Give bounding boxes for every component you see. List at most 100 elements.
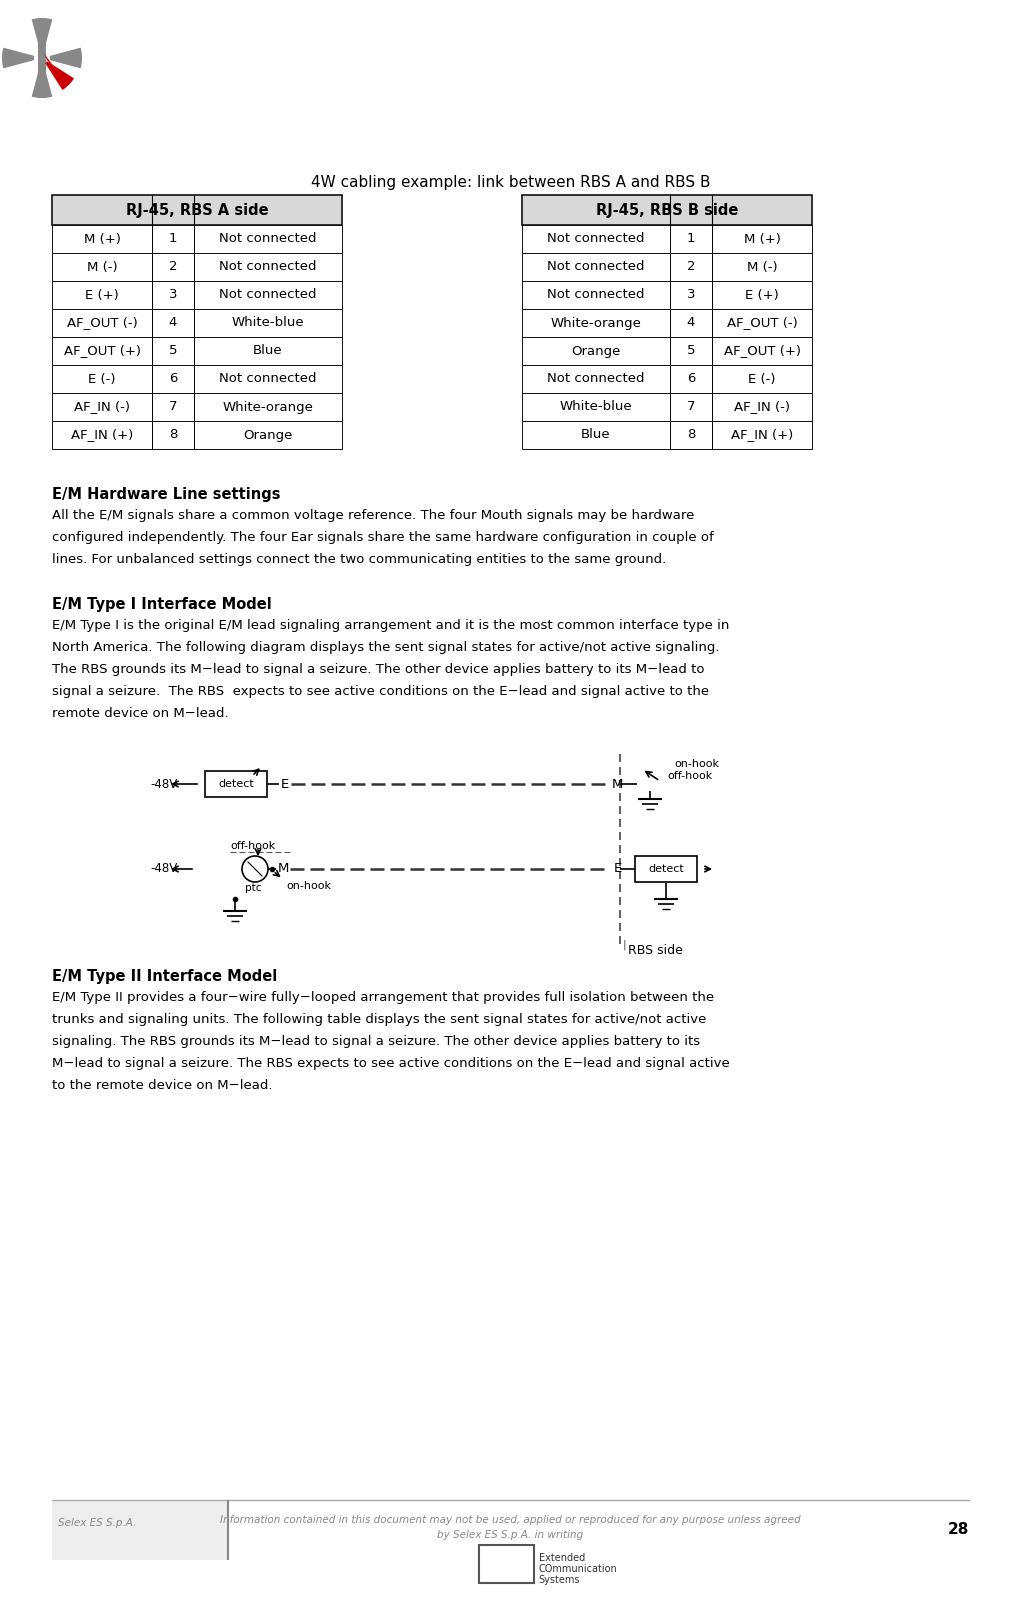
Text: AF_IN (-): AF_IN (-) <box>734 401 790 414</box>
Bar <box>52 1500 227 1560</box>
Text: AF_OUT (+): AF_OUT (+) <box>724 345 800 357</box>
Bar <box>522 224 812 253</box>
Text: COmmunication: COmmunication <box>538 1565 618 1574</box>
Text: AF_OUT (-): AF_OUT (-) <box>727 316 797 330</box>
Text: ECOS: ECOS <box>479 1555 533 1573</box>
Text: Not connected: Not connected <box>220 289 317 301</box>
Text: E (-): E (-) <box>748 372 776 385</box>
Text: 7: 7 <box>687 401 695 414</box>
Text: E (+): E (+) <box>745 289 779 301</box>
Text: M: M <box>612 777 624 790</box>
Text: 5: 5 <box>168 345 178 357</box>
Bar <box>52 196 342 224</box>
Text: All the E/M signals share a common voltage reference. The four Mouth signals may: All the E/M signals share a common volta… <box>52 510 694 523</box>
Bar <box>522 422 812 449</box>
Text: trunks and signaling units. The following table displays the sent signal states : trunks and signaling units. The followin… <box>52 1013 707 1026</box>
Bar <box>52 281 342 309</box>
Text: E (+): E (+) <box>85 289 118 301</box>
Bar <box>52 337 342 365</box>
Bar <box>522 365 812 393</box>
Text: 5: 5 <box>687 345 695 357</box>
Text: -48V: -48V <box>150 862 178 875</box>
Text: 6: 6 <box>168 372 178 385</box>
Bar <box>52 224 342 253</box>
Text: 3: 3 <box>168 289 178 301</box>
Text: 8: 8 <box>168 428 178 441</box>
Text: detect: detect <box>648 864 684 874</box>
Text: AF_IN (+): AF_IN (+) <box>70 428 133 441</box>
Text: by Selex ES S.p.A. in writing: by Selex ES S.p.A. in writing <box>437 1529 584 1540</box>
Text: 1: 1 <box>168 232 178 245</box>
Text: White-orange: White-orange <box>550 316 641 330</box>
Text: M (-): M (-) <box>87 261 117 274</box>
Bar <box>205 771 268 797</box>
Text: M (+): M (+) <box>84 232 120 245</box>
Text: Information contained in this document may not be used, applied or reproduced fo: Information contained in this document m… <box>221 1515 800 1524</box>
Text: 2: 2 <box>687 261 695 274</box>
Bar <box>52 253 342 281</box>
Text: |: | <box>623 939 627 949</box>
Text: Orange: Orange <box>572 345 621 357</box>
Text: Not connected: Not connected <box>220 232 317 245</box>
Bar <box>522 309 812 337</box>
Text: RJ-45, RBS A side: RJ-45, RBS A side <box>126 202 269 218</box>
Text: 2: 2 <box>168 261 178 274</box>
Text: on-hook: on-hook <box>674 758 719 769</box>
Text: detect: detect <box>218 779 254 789</box>
Text: signal a seizure.  The RBS  expects to see active conditions on the E−lead and s: signal a seizure. The RBS expects to see… <box>52 684 710 697</box>
Text: E: E <box>614 862 622 875</box>
Polygon shape <box>32 18 52 50</box>
Text: White-orange: White-orange <box>223 401 313 414</box>
Text: North America. The following diagram displays the sent signal states for active/: North America. The following diagram dis… <box>52 641 720 654</box>
Text: lines. For unbalanced settings connect the two communicating entities to the sam: lines. For unbalanced settings connect t… <box>52 553 667 566</box>
Bar <box>52 365 342 393</box>
Bar <box>635 856 697 882</box>
Text: to the remote device on M−lead.: to the remote device on M−lead. <box>52 1079 273 1092</box>
Text: Blue: Blue <box>253 345 283 357</box>
Text: RJ-45, RBS B side: RJ-45, RBS B side <box>596 202 738 218</box>
Text: 4: 4 <box>168 316 178 330</box>
Text: configured independently. The four Ear signals share the same hardware configura: configured independently. The four Ear s… <box>52 531 714 543</box>
Text: E/M Type I is the original E/M lead signaling arrangement and it is the most com: E/M Type I is the original E/M lead sign… <box>52 619 729 632</box>
Text: -48V: -48V <box>150 777 178 790</box>
Text: White-blue: White-blue <box>232 316 304 330</box>
Text: 3: 3 <box>687 289 695 301</box>
Text: Not connected: Not connected <box>220 372 317 385</box>
Text: 4W cabling example: link between RBS A and RBS B: 4W cabling example: link between RBS A a… <box>310 175 711 191</box>
Text: Extended: Extended <box>538 1553 585 1563</box>
Text: signaling. The RBS grounds its M−lead to signal a seizure. The other device appl: signaling. The RBS grounds its M−lead to… <box>52 1036 700 1048</box>
Text: AF_IN (+): AF_IN (+) <box>731 428 793 441</box>
Polygon shape <box>50 48 82 69</box>
Text: 6: 6 <box>687 372 695 385</box>
Text: off-hook: off-hook <box>230 842 276 851</box>
Text: remote device on M−lead.: remote device on M−lead. <box>52 707 229 720</box>
Text: Not connected: Not connected <box>547 372 644 385</box>
Bar <box>38 18 46 98</box>
Bar <box>522 253 812 281</box>
Bar <box>52 422 342 449</box>
Text: Not connected: Not connected <box>220 261 317 274</box>
Text: E/M Type II Interface Model: E/M Type II Interface Model <box>52 968 278 984</box>
Text: E (-): E (-) <box>88 372 115 385</box>
Bar <box>522 196 812 224</box>
Bar <box>52 393 342 422</box>
Text: M (-): M (-) <box>746 261 777 274</box>
Text: Blue: Blue <box>581 428 611 441</box>
Text: ptc: ptc <box>245 883 261 893</box>
Text: AF_OUT (+): AF_OUT (+) <box>63 345 141 357</box>
Text: E/M Type II provides a four−wire fully−looped arrangement that provides full iso: E/M Type II provides a four−wire fully−l… <box>52 991 714 1003</box>
Text: M: M <box>278 862 289 875</box>
Text: Selex ES S.p.A.: Selex ES S.p.A. <box>58 1518 137 1528</box>
Text: 7: 7 <box>168 401 178 414</box>
Bar <box>522 393 812 422</box>
Text: Systems: Systems <box>538 1576 580 1585</box>
Text: 1: 1 <box>687 232 695 245</box>
Text: AF_OUT (-): AF_OUT (-) <box>66 316 138 330</box>
Text: Not connected: Not connected <box>547 232 644 245</box>
Text: 28: 28 <box>947 1521 969 1537</box>
Text: Not connected: Not connected <box>547 289 644 301</box>
Text: 8: 8 <box>687 428 695 441</box>
Text: E/M Hardware Line settings: E/M Hardware Line settings <box>52 487 281 502</box>
Bar <box>479 1545 534 1584</box>
Polygon shape <box>45 61 75 90</box>
